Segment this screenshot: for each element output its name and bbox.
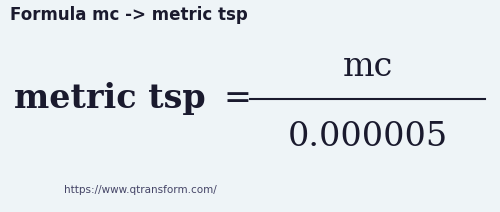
Text: 0.000005: 0.000005 xyxy=(288,121,448,153)
Text: =: = xyxy=(224,83,252,114)
Text: https://www.qtransform.com/: https://www.qtransform.com/ xyxy=(64,185,216,195)
Text: mc: mc xyxy=(342,51,392,83)
Text: Formula mc -> metric tsp: Formula mc -> metric tsp xyxy=(10,6,248,24)
Text: metric tsp: metric tsp xyxy=(14,82,206,115)
